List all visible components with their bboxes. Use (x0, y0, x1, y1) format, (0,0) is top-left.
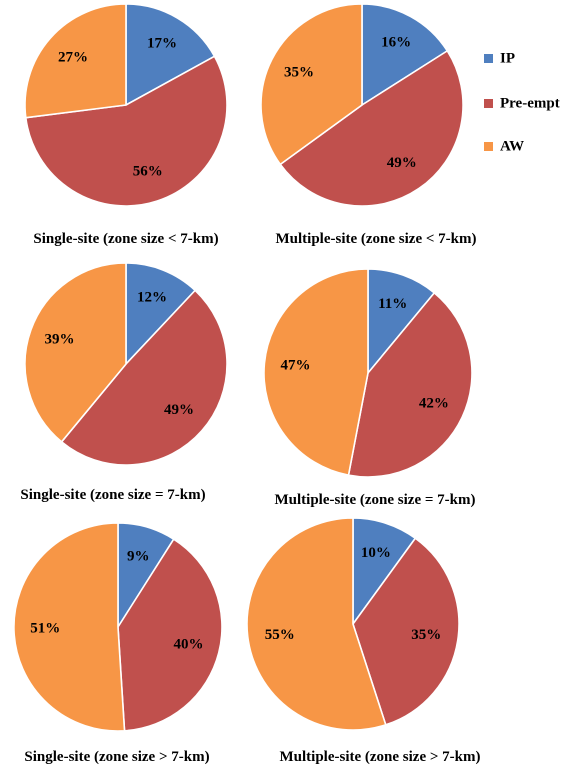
pie-2-label-aw: 35% (284, 64, 314, 80)
pie-4-label-aw: 47% (281, 358, 311, 374)
pie-2-label-pre-empt: 49% (387, 155, 417, 171)
captions-group: Single-site (zone size < 7-km) Multiple-… (20, 231, 480, 765)
caption-single-site-eq: Single-site (zone size = 7-km) (20, 487, 205, 503)
pie-charts-group: 17% 56% 27% 16% 49% 35% 12% 49% 39% 11% 42% 47% 9% 40… (13, 3, 473, 732)
pie-6-label-aw: 55% (265, 627, 295, 643)
pie-4-slice-aw (263, 268, 369, 476)
pie-3-label-ip: 12% (137, 290, 167, 306)
pie-5-label-ip: 9% (127, 549, 150, 565)
pie-5-label-pre-empt: 40% (174, 637, 204, 653)
legend: IP Pre-empt AW (484, 50, 560, 154)
legend-label-aw: AW (500, 138, 524, 154)
pie-3-slice-pre-empt (60, 289, 228, 466)
pie-1-label-ip: 17% (147, 36, 177, 52)
pie-4-slice-ip (367, 268, 436, 374)
legend-label-ip: IP (500, 50, 515, 66)
caption-multiple-site-gt: Multiple-site (zone size > 7-km) (280, 749, 481, 765)
pie-3-label-aw: 39% (45, 332, 75, 348)
caption-single-site-gt: Single-site (zone size > 7-km) (24, 749, 209, 765)
pie-6-label-ip: 10% (361, 545, 391, 561)
pie-6-label-pre-empt: 35% (411, 627, 441, 643)
pie-4-slice-pre-empt (347, 292, 473, 478)
legend-label-pre-empt: Pre-empt (500, 95, 560, 111)
caption-multiple-site-lt: Multiple-site (zone size < 7-km) (276, 231, 477, 247)
pie-3-label-pre-empt: 49% (164, 402, 194, 418)
pie-1-label-aw: 27% (58, 50, 88, 66)
pie-2-slice-aw (260, 3, 363, 166)
pie-4-label-ip: 11% (378, 296, 407, 312)
pie-3-slice-aw (24, 262, 127, 443)
pie-5-slice-aw (13, 522, 126, 732)
pie-4-label-pre-empt: 42% (419, 395, 449, 411)
legend-swatch-ip (484, 54, 493, 63)
pie-2-slice-pre-empt (279, 50, 464, 207)
caption-single-site-lt: Single-site (zone size < 7-km) (33, 231, 218, 247)
pie-6-slice-pre-empt (352, 537, 460, 726)
pie-1-label-pre-empt: 56% (133, 164, 163, 180)
pie-2-label-ip: 16% (381, 34, 411, 50)
pie-1-slice-aw (24, 3, 127, 119)
pie-1-slice-ip (125, 3, 216, 106)
pie-5-label-aw: 51% (30, 621, 60, 637)
pie-2-slice-ip (361, 3, 449, 106)
legend-swatch-pre-empt (484, 99, 493, 108)
legend-swatch-aw (484, 142, 493, 151)
pie-1-slice-pre-empt (25, 55, 228, 207)
caption-multiple-site-eq: Multiple-site (zone size = 7-km) (275, 492, 476, 508)
pie-3-slice-ip (125, 262, 196, 365)
pie-5-slice-pre-empt (117, 538, 223, 732)
pie-6-slice-aw (246, 517, 387, 731)
